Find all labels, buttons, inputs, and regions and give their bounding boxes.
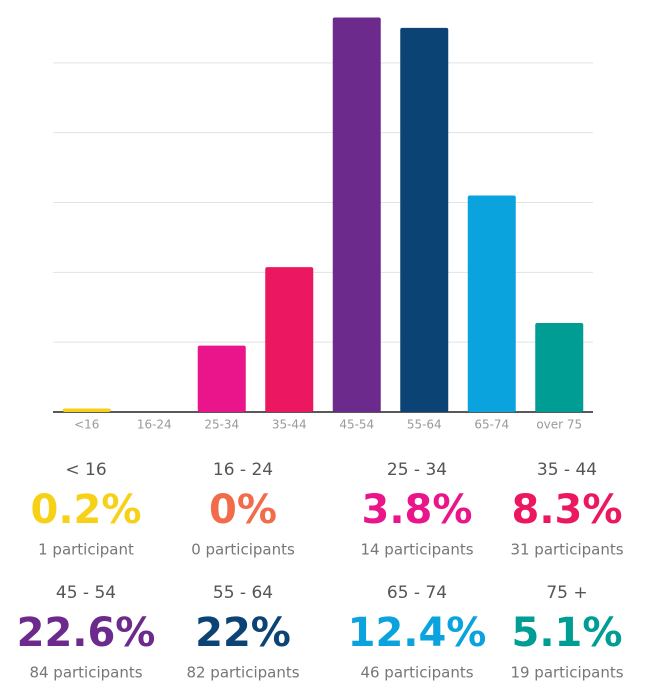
stat-percent: 0% bbox=[209, 487, 277, 533]
stat-percent: 22% bbox=[195, 610, 291, 656]
bar bbox=[197, 345, 246, 412]
stat-label: 75 + bbox=[546, 583, 587, 603]
stat-percent: 22.6% bbox=[17, 610, 156, 656]
stat-percent: 8.3% bbox=[512, 487, 623, 533]
x-tick-label: 25-34 bbox=[204, 418, 239, 432]
x-tick-label: 65-74 bbox=[474, 418, 509, 432]
stat-label: 55 - 64 bbox=[213, 583, 273, 603]
x-tick-label: 45-54 bbox=[339, 418, 374, 432]
stat-label: 25 - 34 bbox=[387, 460, 447, 480]
x-tick-label: 16-24 bbox=[137, 418, 172, 432]
stat-participants: 1 participant bbox=[38, 541, 134, 559]
bar bbox=[467, 195, 516, 412]
stat-percent: 3.8% bbox=[362, 487, 473, 533]
x-tick-label: 35-44 bbox=[272, 418, 307, 432]
bar bbox=[400, 27, 449, 413]
stat-label: < 16 bbox=[65, 460, 106, 480]
stat-label: 45 - 54 bbox=[56, 583, 116, 603]
stat-participants: 84 participants bbox=[29, 664, 142, 682]
stat-participants: 0 participants bbox=[191, 541, 295, 559]
x-tick-label: over 75 bbox=[536, 418, 582, 432]
x-tick-label: <16 bbox=[74, 418, 99, 432]
stat-label: 16 - 24 bbox=[213, 460, 273, 480]
stat-label: 35 - 44 bbox=[537, 460, 597, 480]
stat-percent: 5.1% bbox=[512, 610, 623, 656]
bar bbox=[265, 267, 314, 412]
stat-percent: 12.4% bbox=[348, 610, 487, 656]
stat-participants: 46 participants bbox=[360, 664, 473, 682]
stat-participants: 31 participants bbox=[510, 541, 623, 559]
bar bbox=[332, 17, 381, 413]
stat-label: 65 - 74 bbox=[387, 583, 447, 603]
stat-participants: 82 participants bbox=[186, 664, 299, 682]
stat-percent: 0.2% bbox=[31, 487, 142, 533]
stat-participants: 14 participants bbox=[360, 541, 473, 559]
x-tick-label: 55-64 bbox=[407, 418, 442, 432]
bar bbox=[535, 322, 584, 412]
stat-participants: 19 participants bbox=[510, 664, 623, 682]
bar bbox=[62, 408, 111, 412]
